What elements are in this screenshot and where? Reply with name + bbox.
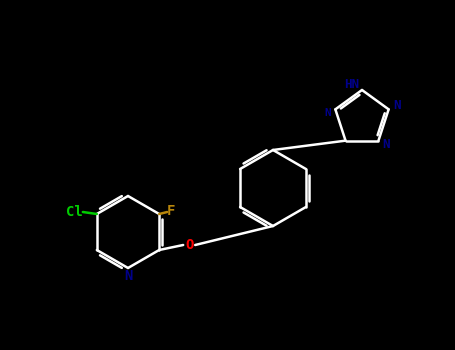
Text: N: N <box>324 108 331 118</box>
Text: N: N <box>383 138 390 151</box>
Text: Cl: Cl <box>66 205 83 219</box>
Text: N: N <box>393 99 400 112</box>
Text: F: F <box>167 204 175 218</box>
Text: HN: HN <box>344 77 359 91</box>
Text: N: N <box>124 269 132 283</box>
Text: O: O <box>185 238 193 252</box>
